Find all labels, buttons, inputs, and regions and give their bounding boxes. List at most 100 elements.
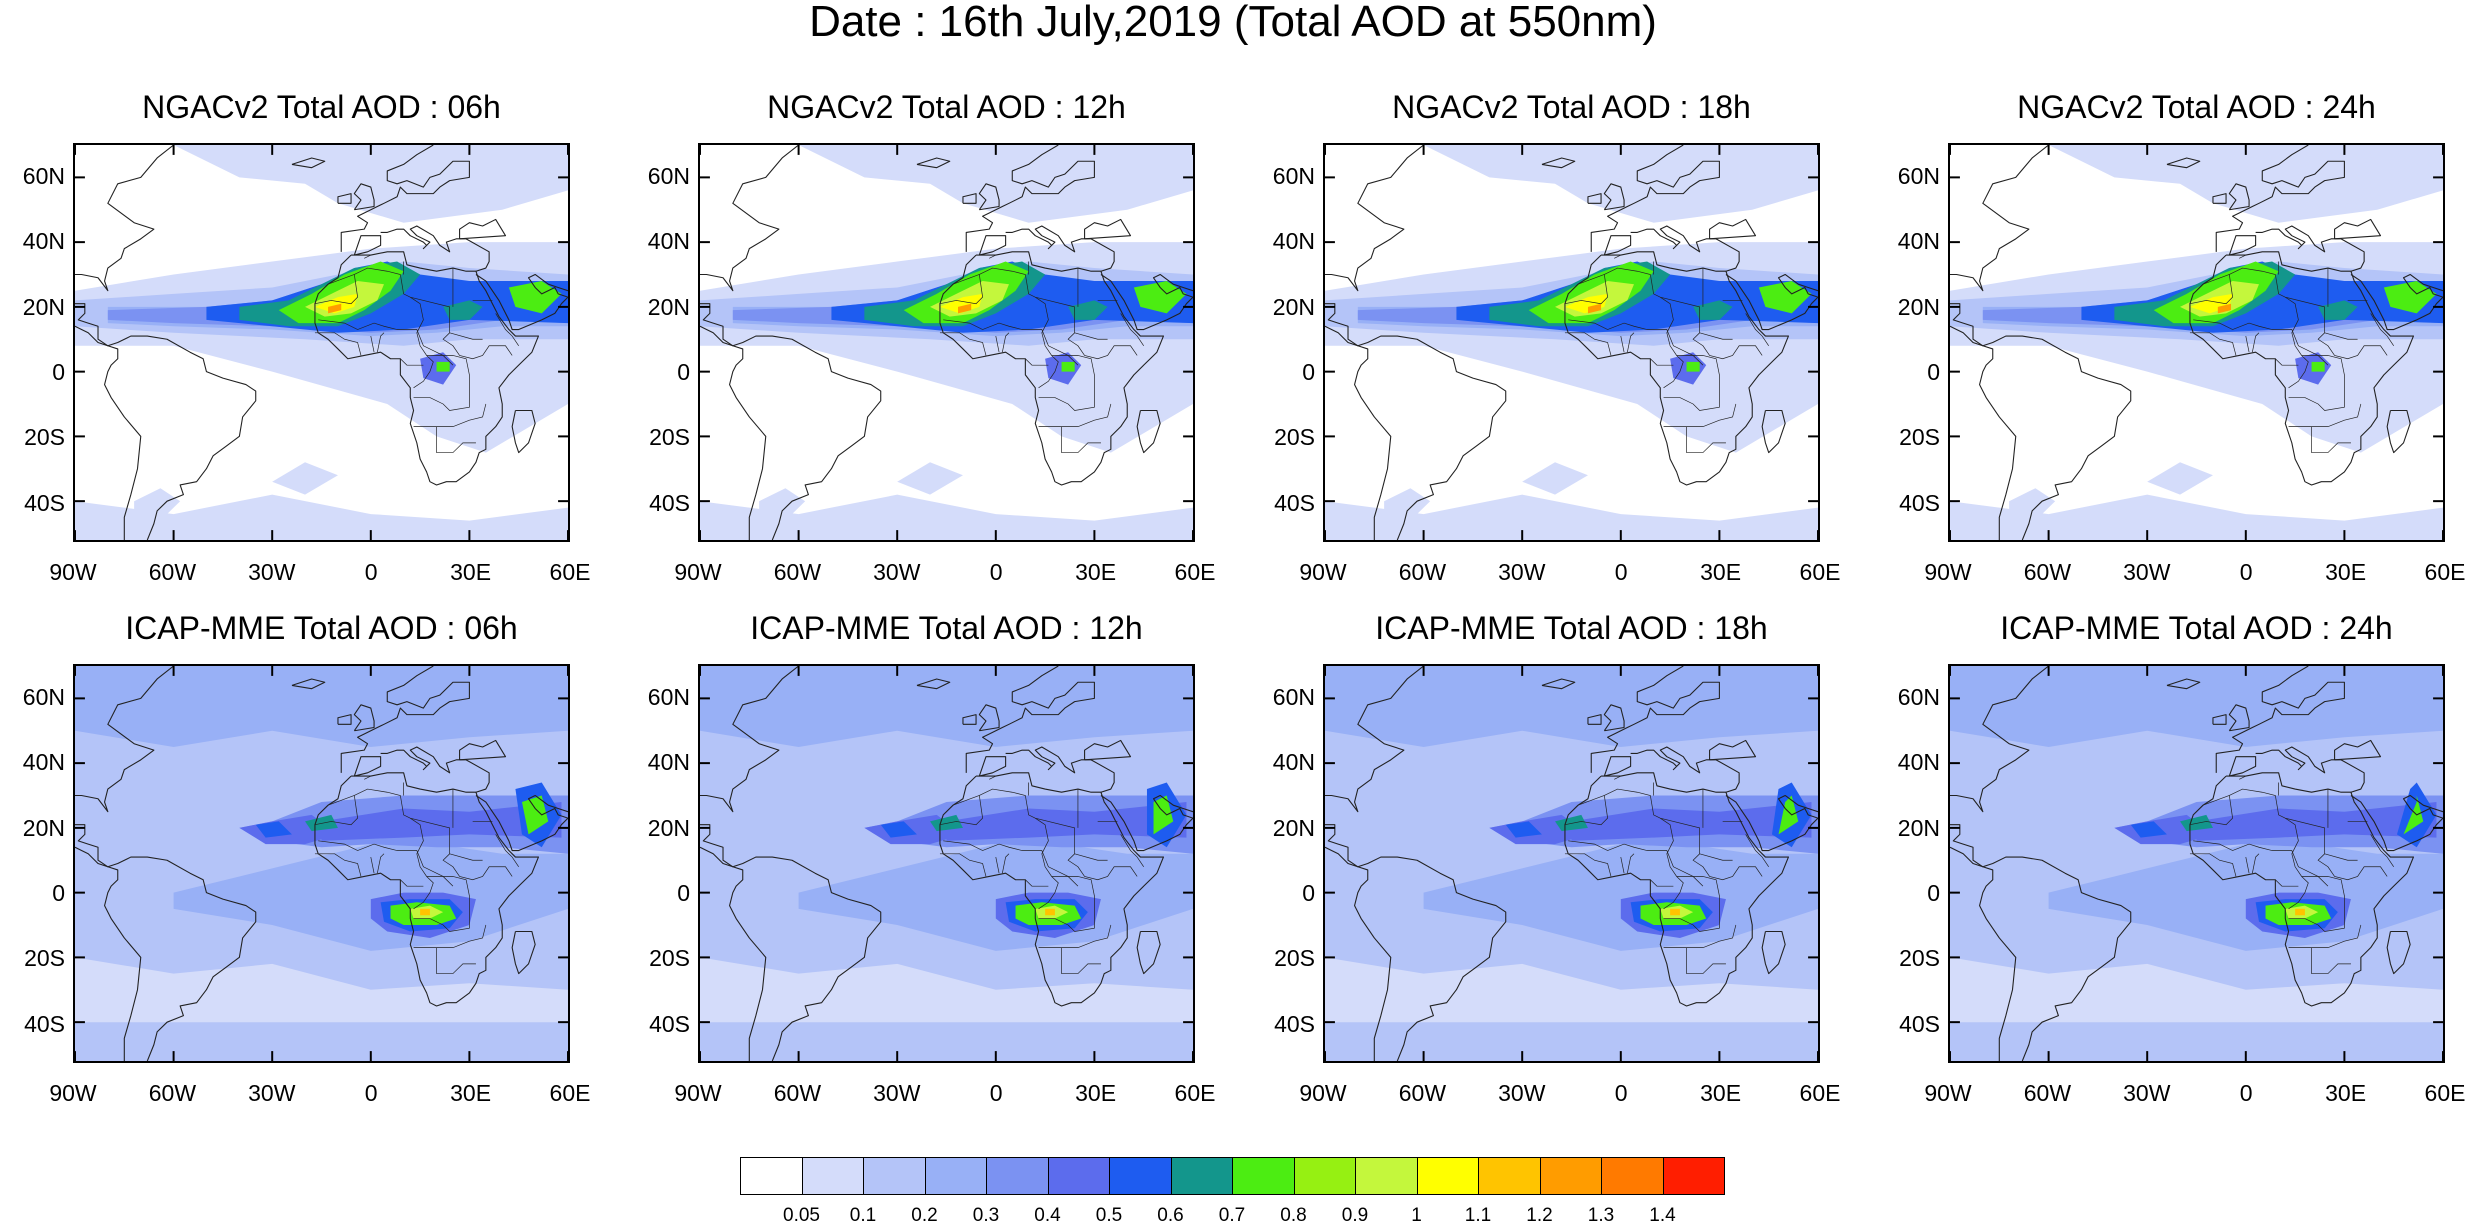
lon-tick-label: 60W — [1392, 560, 1452, 584]
lon-tick-label: 60W — [142, 560, 202, 584]
colorbar-label: 0.5 — [1079, 1206, 1139, 1226]
aod-field — [75, 145, 568, 540]
aod-field — [75, 666, 568, 1061]
aod-field — [1325, 145, 1818, 540]
colorbar-swatch — [1355, 1157, 1418, 1195]
panel-title: NGACv2 Total AOD : 18h — [1292, 89, 1852, 125]
colorbar-swatch — [740, 1157, 803, 1195]
lon-tick-label: 30E — [1066, 1081, 1126, 1105]
lat-tick-label: 20S — [1261, 425, 1315, 449]
lon-tick-label: 30W — [2117, 1081, 2177, 1105]
colorbar-label: 1.3 — [1571, 1206, 1631, 1226]
lat-tick-label: 0 — [636, 360, 690, 384]
lon-tick-label: 0 — [2216, 560, 2276, 584]
colorbar-swatch — [1109, 1157, 1172, 1195]
colorbar-label: 0.3 — [956, 1206, 1016, 1226]
colorbar-swatch — [1294, 1157, 1357, 1195]
lon-tick-label: 0 — [2216, 1081, 2276, 1105]
panel-title: ICAP-MME Total AOD : 12h — [667, 610, 1227, 646]
lon-tick-label: 90W — [1918, 560, 1978, 584]
lon-tick-label: 60W — [2017, 560, 2077, 584]
lon-tick-label: 60E — [540, 560, 600, 584]
lon-tick-label: 60E — [1165, 1081, 1225, 1105]
lat-tick-label: 60N — [1261, 164, 1315, 188]
lon-tick-label: 30W — [1492, 1081, 1552, 1105]
lat-tick-label: 40N — [11, 750, 65, 774]
lon-tick-label: 30W — [867, 560, 927, 584]
lat-tick-label: 0 — [636, 881, 690, 905]
map-panel — [73, 143, 570, 542]
panel-title: NGACv2 Total AOD : 06h — [42, 89, 602, 125]
lon-tick-label: 0 — [1591, 560, 1651, 584]
colorbar-swatch — [925, 1157, 988, 1195]
lat-tick-label: 0 — [1886, 881, 1940, 905]
lat-tick-label: 20N — [11, 816, 65, 840]
lon-tick-label: 60E — [2415, 1081, 2466, 1105]
lon-tick-label: 30E — [441, 560, 501, 584]
lat-tick-label: 40S — [11, 1012, 65, 1036]
lat-tick-label: 40N — [636, 229, 690, 253]
colorbar-swatch — [1171, 1157, 1234, 1195]
panel-title: NGACv2 Total AOD : 12h — [667, 89, 1227, 125]
lat-tick-label: 60N — [11, 164, 65, 188]
lat-tick-label: 60N — [1886, 164, 1940, 188]
lon-tick-label: 60E — [2415, 560, 2466, 584]
panel-title: NGACv2 Total AOD : 24h — [1917, 89, 2466, 125]
colorbar-swatch — [1478, 1157, 1541, 1195]
lat-tick-label: 40S — [11, 491, 65, 515]
lon-tick-label: 90W — [1918, 1081, 1978, 1105]
lat-tick-label: 20N — [1261, 295, 1315, 319]
lat-tick-label: 0 — [1261, 881, 1315, 905]
lat-tick-label: 20S — [1886, 946, 1940, 970]
lon-tick-label: 0 — [341, 1081, 401, 1105]
lon-tick-label: 60W — [767, 1081, 827, 1105]
lat-tick-label: 20S — [1261, 946, 1315, 970]
colorbar-label: 0.8 — [1264, 1206, 1324, 1226]
lat-tick-label: 40N — [636, 750, 690, 774]
lat-tick-label: 20N — [636, 295, 690, 319]
lon-tick-label: 30E — [2316, 1081, 2376, 1105]
lon-tick-label: 30W — [242, 560, 302, 584]
lat-tick-label: 40N — [1261, 750, 1315, 774]
panel-title: ICAP-MME Total AOD : 06h — [42, 610, 602, 646]
colorbar-swatch — [986, 1157, 1049, 1195]
lon-tick-label: 60E — [1165, 560, 1225, 584]
lat-tick-label: 20N — [11, 295, 65, 319]
lon-tick-label: 90W — [668, 560, 728, 584]
lon-tick-label: 60W — [767, 560, 827, 584]
colorbar-label: 0.1 — [833, 1206, 893, 1226]
lat-tick-label: 40N — [1261, 229, 1315, 253]
colorbar-label: 1.1 — [1448, 1206, 1508, 1226]
lat-tick-label: 0 — [1261, 360, 1315, 384]
lon-tick-label: 90W — [668, 1081, 728, 1105]
colorbar-label: 0.4 — [1018, 1206, 1078, 1226]
lat-tick-label: 40S — [1886, 491, 1940, 515]
lon-tick-label: 0 — [966, 560, 1026, 584]
lon-tick-label: 30E — [441, 1081, 501, 1105]
map-panel — [1948, 664, 2445, 1063]
colorbar-swatch — [863, 1157, 926, 1195]
lon-tick-label: 30E — [1066, 560, 1126, 584]
lat-tick-label: 60N — [636, 164, 690, 188]
lon-tick-label: 90W — [1293, 560, 1353, 584]
lat-tick-label: 20S — [11, 946, 65, 970]
colorbar-swatch — [1232, 1157, 1295, 1195]
aod-field — [700, 666, 1193, 1061]
lon-tick-label: 60E — [1790, 560, 1850, 584]
lon-tick-label: 30E — [2316, 560, 2376, 584]
colorbar-label: 1 — [1387, 1206, 1447, 1226]
lon-tick-label: 60W — [1392, 1081, 1452, 1105]
colorbar-label: 1.4 — [1633, 1206, 1693, 1226]
panel-title: ICAP-MME Total AOD : 18h — [1292, 610, 1852, 646]
lat-tick-label: 60N — [636, 685, 690, 709]
colorbar-swatch — [1417, 1157, 1480, 1195]
lon-tick-label: 60W — [142, 1081, 202, 1105]
lat-tick-label: 20N — [1261, 816, 1315, 840]
colorbar-label: 0.9 — [1325, 1206, 1385, 1226]
aod-field — [1950, 145, 2443, 540]
lon-tick-label: 30E — [1691, 1081, 1751, 1105]
lat-tick-label: 20S — [636, 425, 690, 449]
colorbar-swatch — [1048, 1157, 1111, 1195]
lat-tick-label: 20S — [636, 946, 690, 970]
aod-field — [700, 145, 1193, 540]
